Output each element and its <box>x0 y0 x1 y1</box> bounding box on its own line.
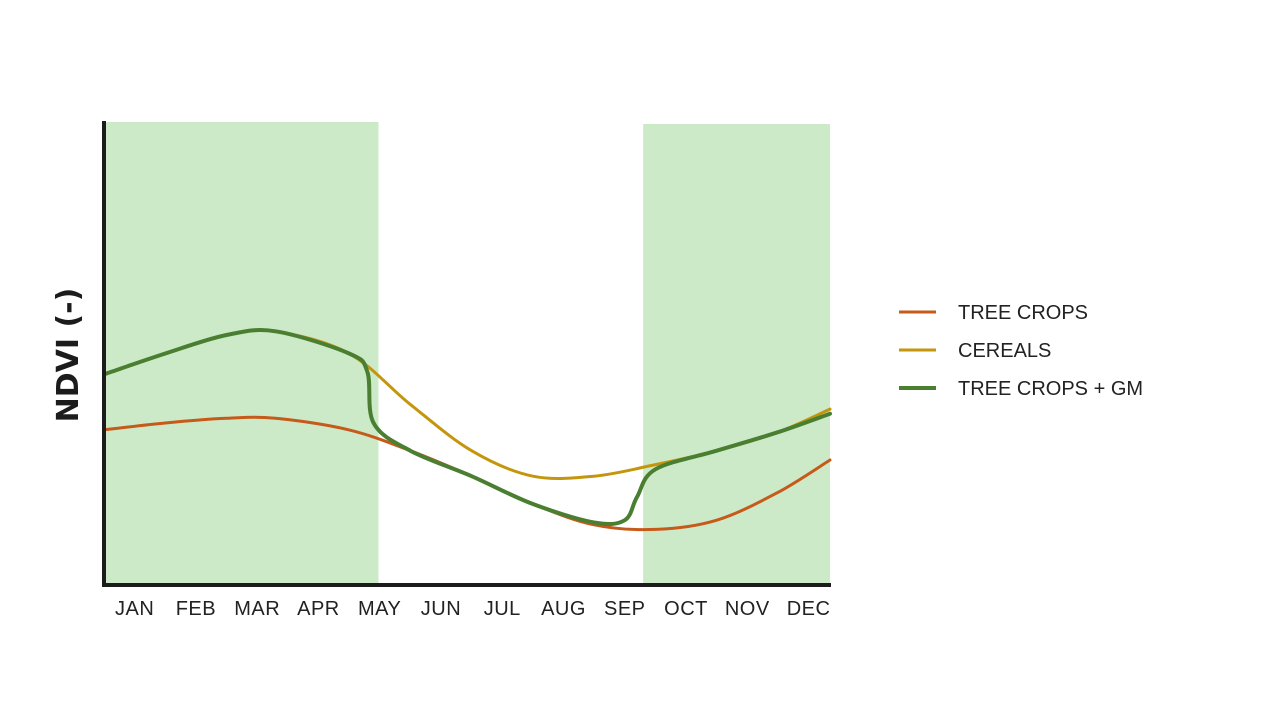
series-line-tree-crops-gm <box>102 328 832 527</box>
x-tick-label: JUN <box>421 598 461 620</box>
x-tick-label: SEP <box>604 598 646 620</box>
x-tick-label: MAR <box>234 598 280 620</box>
x-tick-label: JUL <box>484 598 521 620</box>
shaded-period-2 <box>643 124 830 585</box>
legend-label: TREE CROPS + GM <box>958 378 1143 400</box>
shaded-periods <box>104 122 830 585</box>
x-tick-label: JAN <box>115 598 154 620</box>
x-tick-label: FEB <box>176 598 216 620</box>
x-tick-label: OCT <box>664 598 708 620</box>
legend: TREE CROPS CEREALS TREE CROPS + GM <box>899 302 1143 400</box>
x-tick-label: DEC <box>787 598 831 620</box>
y-axis-label: NDVI (-) <box>51 288 86 423</box>
legend-label: CEREALS <box>958 340 1051 362</box>
x-tick-label: AUG <box>541 598 586 620</box>
series-lines <box>102 328 832 532</box>
x-tick-label: NOV <box>725 598 770 620</box>
axes <box>102 121 831 587</box>
x-tick-labels: JAN FEB MAR APR MAY JUN JUL AUG SEP OCT NOV DEC <box>115 598 830 620</box>
x-tick-label: APR <box>297 598 340 620</box>
legend-label: TREE CROPS <box>958 302 1088 324</box>
shaded-period-1 <box>104 122 379 585</box>
x-tick-label: MAY <box>358 598 401 620</box>
